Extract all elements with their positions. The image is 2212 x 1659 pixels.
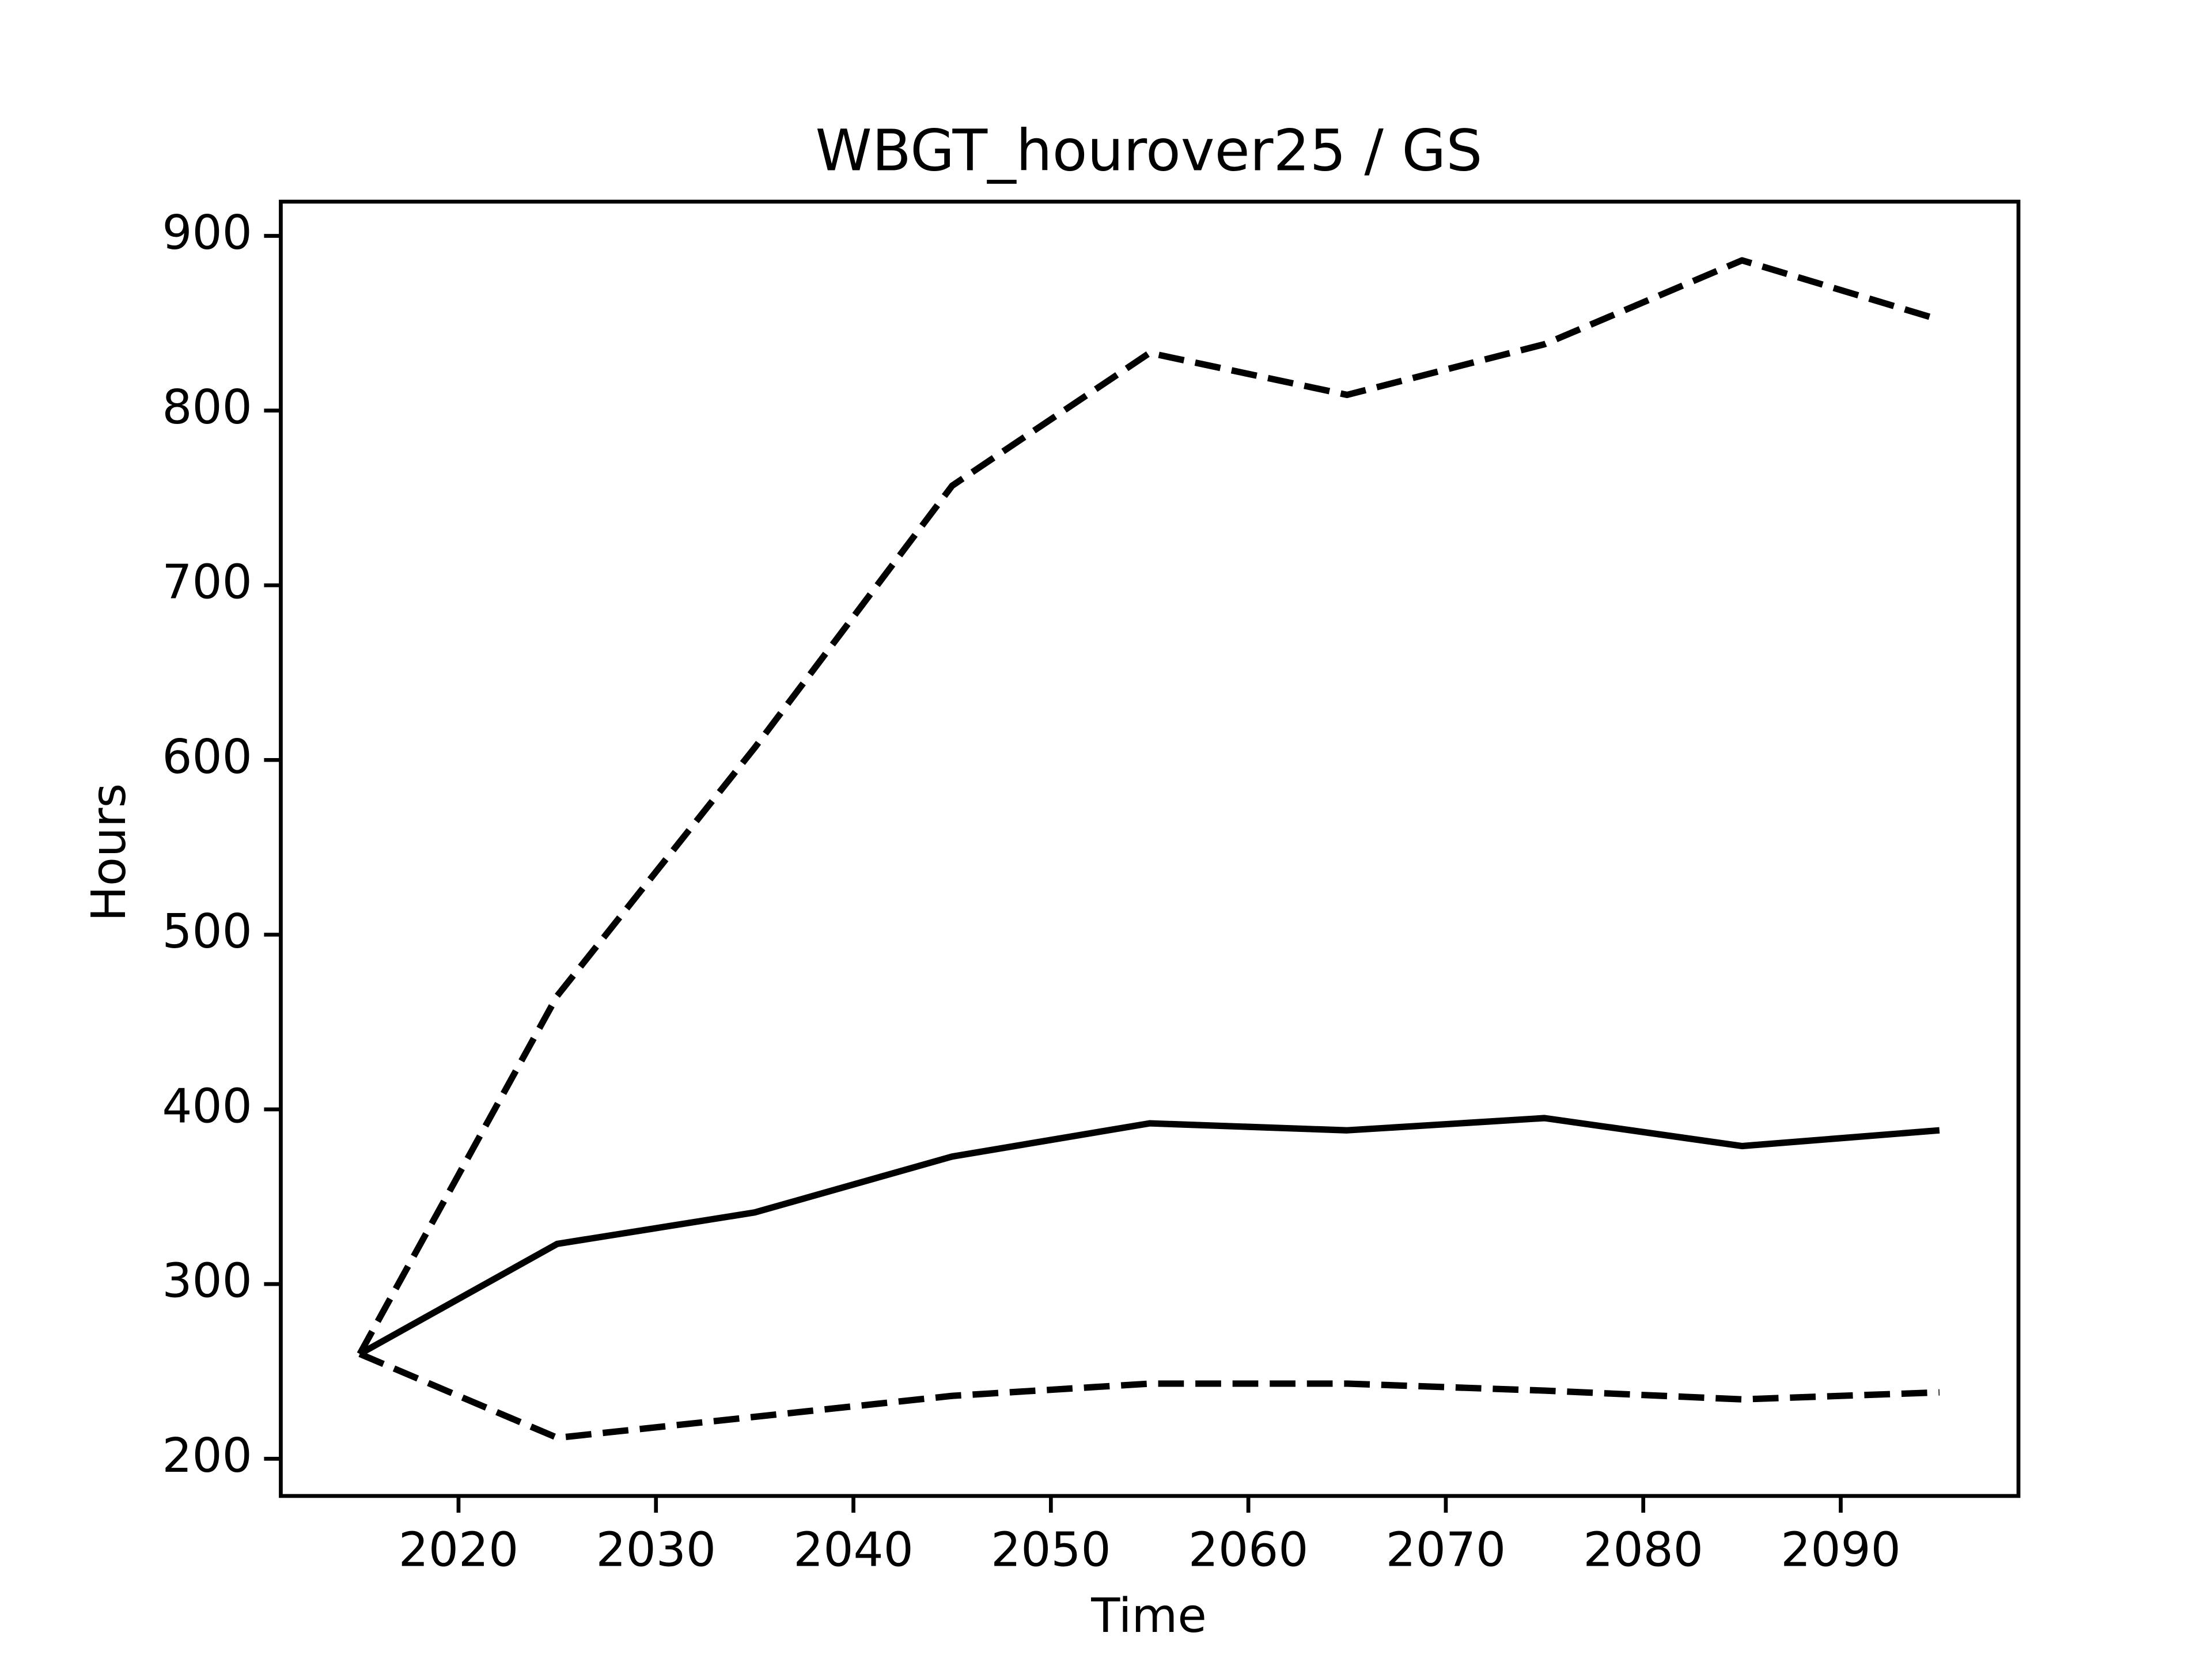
x-tick-label: 2020: [399, 1523, 519, 1578]
chart-title: WBGT_hourover25 / GS: [816, 118, 1483, 184]
line-series: [358, 1115, 1940, 1357]
y-axis-label: Hours: [82, 783, 137, 922]
y-tick-label: 700: [162, 555, 252, 609]
y-tick-label: 300: [162, 1254, 252, 1309]
x-tick-label: 2090: [1781, 1523, 1900, 1578]
y-tick-label: 900: [162, 206, 252, 260]
x-tick-label: 2050: [991, 1523, 1111, 1578]
y-tick-label: 800: [162, 380, 252, 435]
x-tick-label: 2070: [1386, 1523, 1506, 1578]
line-series: [357, 257, 1941, 1356]
y-tick-label: 500: [162, 904, 252, 959]
y-tick-label: 200: [162, 1429, 252, 1483]
plot-frame: [279, 199, 2021, 1498]
x-tick-label: 2080: [1583, 1523, 1703, 1578]
line-series: [358, 1351, 1940, 1441]
x-axis-label: Time: [1090, 1589, 1206, 1643]
x-tick-label: 2030: [596, 1523, 716, 1578]
x-tick-label: 2040: [793, 1523, 914, 1578]
x-tick-label: 2060: [1188, 1523, 1309, 1578]
y-tick-label: 400: [162, 1079, 252, 1134]
y-tick-label: 600: [162, 730, 252, 785]
